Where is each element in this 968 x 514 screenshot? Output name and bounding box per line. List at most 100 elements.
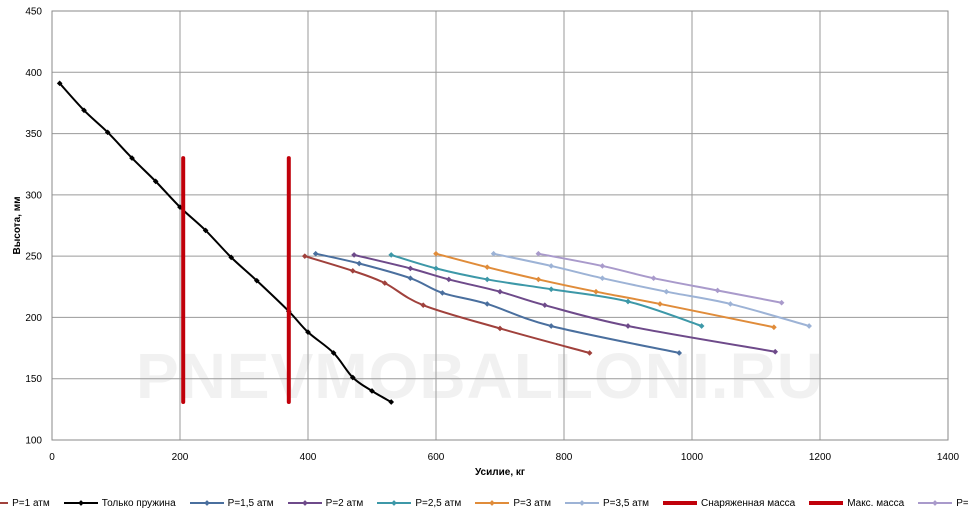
data-point — [129, 155, 135, 161]
data-point — [806, 323, 812, 329]
legend-label: P=1,5 атм — [227, 497, 274, 509]
data-point — [778, 299, 785, 306]
data-point — [484, 264, 491, 271]
data-point — [586, 350, 593, 356]
data-point — [484, 301, 491, 307]
series-5 — [388, 252, 705, 329]
legend-label: P=1 атм — [12, 497, 50, 509]
x-tick-label: 1200 — [809, 452, 832, 463]
y-tick-label: 300 — [25, 190, 42, 201]
y-tick-label: 250 — [25, 252, 42, 263]
data-point — [445, 276, 452, 283]
data-point — [484, 276, 491, 283]
y-tick-label: 350 — [25, 129, 42, 140]
data-point — [663, 288, 670, 295]
legend-swatch — [0, 498, 9, 508]
data-point — [727, 301, 734, 307]
data-point — [433, 265, 439, 272]
data-point — [650, 275, 657, 282]
legend-item: P=2 атм — [287, 497, 364, 509]
x-tick-label: 600 — [428, 452, 445, 463]
x-tick-label: 1400 — [937, 452, 960, 463]
legend-swatch — [809, 498, 844, 508]
legend: P=1 атм Только пружина P=1,5 атм P=2 атм P=2… — [0, 494, 968, 512]
series-10 — [535, 250, 785, 306]
y-tick-label: 400 — [25, 68, 42, 79]
series-4 — [351, 252, 779, 355]
data-point — [439, 290, 446, 296]
legend-label: Макс. масса — [847, 497, 905, 509]
legend-swatch — [377, 498, 412, 508]
legend-item: P=1 атм — [0, 498, 50, 509]
legend-item: P=3 атм — [475, 498, 551, 509]
legend-swatch — [63, 498, 98, 508]
y-tick-label: 100 — [25, 436, 42, 447]
data-point — [771, 324, 777, 331]
legend-label: P=3 атм — [513, 497, 551, 509]
data-point — [772, 348, 779, 355]
data-point — [548, 263, 555, 269]
x-tick-label: 800 — [556, 452, 573, 463]
legend-swatch — [918, 498, 953, 508]
data-point — [253, 277, 260, 284]
data-point — [81, 107, 87, 114]
data-point — [420, 302, 427, 308]
legend-item: P=3,5 атм — [564, 498, 649, 509]
legend-item: P=1,5 атм — [189, 497, 274, 509]
legend-swatch — [564, 498, 599, 508]
data-point — [593, 288, 599, 295]
x-tick-label: 400 — [300, 452, 317, 463]
data-point — [202, 227, 209, 234]
y-axis-label: Высота, мм — [12, 197, 23, 255]
data-point — [305, 329, 311, 335]
data-point — [490, 250, 497, 257]
x-tick-label: 0 — [49, 452, 55, 463]
data-point — [497, 325, 503, 332]
data-point — [349, 268, 356, 274]
data-point — [497, 288, 503, 295]
data-point — [433, 250, 439, 257]
x-tick-label: 1000 — [681, 452, 704, 463]
series-6 — [433, 250, 777, 331]
data-point — [152, 178, 159, 185]
legend-item: P=4 атм — [918, 498, 968, 509]
data-point — [535, 250, 542, 257]
data-point — [381, 280, 388, 286]
x-axis-label: Усилие, кг — [475, 467, 525, 478]
data-point — [228, 254, 235, 261]
legend-label: P=4 атм — [956, 497, 968, 509]
legend-item: Только пружина — [63, 498, 176, 509]
legend-label: Снаряженная масса — [700, 497, 796, 509]
data-point — [698, 323, 705, 329]
line-chart: PNEVMOBALLONI.RU 0 200 400 600 800 1000 1200 14… — [12, 7, 960, 479]
data-point — [548, 323, 555, 329]
data-point — [657, 301, 663, 307]
legend-label: P=2,5 атм — [415, 497, 462, 509]
plot-border — [51, 10, 949, 441]
series-7 — [490, 250, 812, 329]
x-tick-label: 200 — [172, 452, 189, 463]
grid-lines — [51, 10, 949, 441]
data-point — [599, 275, 606, 282]
legend-item: Снаряженная масса — [662, 497, 796, 509]
data-point — [676, 350, 683, 356]
legend-swatch — [662, 498, 697, 508]
data-point — [599, 263, 606, 269]
y-tick-label: 450 — [25, 7, 42, 18]
series-3 — [312, 250, 683, 356]
data-point — [388, 252, 395, 258]
data-point — [301, 253, 308, 259]
legend-swatch — [475, 498, 510, 508]
data-point — [407, 275, 414, 282]
legend-swatch — [287, 498, 322, 508]
data-point — [356, 260, 363, 267]
data-point — [548, 286, 555, 293]
series-2 — [56, 80, 395, 405]
data-point — [388, 399, 395, 405]
legend-swatch — [189, 498, 224, 508]
y-tick-label: 150 — [25, 374, 42, 385]
tick-labels: 0 200 400 600 800 1000 1200 1400 100 150 200 250 300… — [25, 7, 959, 464]
series-1 — [301, 253, 593, 356]
legend-label: P=2 атм — [325, 497, 364, 509]
data-point — [312, 250, 319, 257]
